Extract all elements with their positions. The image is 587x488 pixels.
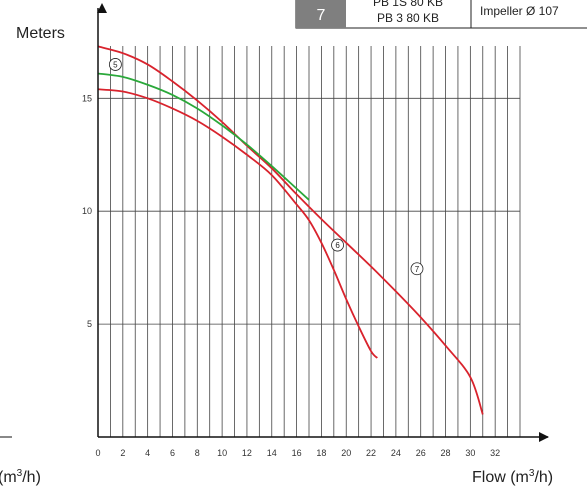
x-tick-label: 8	[195, 448, 200, 458]
y-tick-label: 10	[82, 206, 92, 216]
x-tick-label: 22	[366, 448, 376, 458]
left-flow-label-sup: 3	[17, 468, 23, 479]
curve-labels: 5 6 7	[108, 58, 424, 276]
x-tick-label: 24	[391, 448, 401, 458]
x-tick-label: 18	[316, 448, 326, 458]
x-tick-label: 32	[490, 448, 500, 458]
curve-label-circle	[331, 238, 344, 252]
x-axis-label: Flow (m3/h)	[472, 468, 553, 486]
x-tick-label: 0	[95, 448, 100, 458]
x-tick-label: 2	[120, 448, 125, 458]
curves	[97, 45, 484, 415]
curve-label-text: 6	[335, 241, 340, 250]
y-axis-label: Meters	[16, 25, 65, 42]
legend-impeller: Impeller Ø 107	[480, 4, 559, 18]
grid-lines	[98, 46, 521, 437]
x-tick-label: 10	[217, 448, 227, 458]
curve-label-7: 7	[410, 262, 424, 276]
x-tick-label: 4	[145, 448, 150, 458]
left-flow-label: (m3/h)	[0, 468, 41, 486]
x-tick-label: 16	[292, 448, 302, 458]
curve-label-6: 6	[331, 238, 344, 252]
x-tick-label: 20	[341, 448, 351, 458]
x-axis-label-sup: 3	[529, 468, 535, 479]
y-tick-label: 5	[87, 319, 92, 329]
x-tick-label: 26	[416, 448, 426, 458]
legend-model-1: PB 1S 80 KB	[373, 0, 443, 9]
x-axis-label-prefix: Flow (m	[472, 469, 529, 486]
x-tick-labels: 0 2 4 6 8 10 12 14 16 18 20 22 24 26 28 30 32	[95, 448, 500, 458]
curve-6	[97, 88, 378, 359]
legend: 7 PB 1S 80 KB PB 3 80 KB Impeller Ø 107	[295, 0, 587, 29]
legend-number-box	[296, 0, 346, 28]
curve-label-text: 5	[113, 60, 118, 69]
curve-label-text: 7	[415, 265, 420, 274]
y-tick-label: 15	[82, 93, 92, 103]
curve-label-5: 5	[108, 58, 122, 71]
x-tick-label: 30	[465, 448, 475, 458]
curve-7	[97, 45, 484, 415]
x-tick-label: 28	[441, 448, 451, 458]
x-tick-label: 12	[242, 448, 252, 458]
curve-label-circle	[108, 58, 122, 71]
x-tick-label: 14	[267, 448, 277, 458]
curve-5	[97, 72, 310, 201]
y-tick-labels: 5 10 15	[82, 93, 92, 329]
curve-label-circle	[410, 262, 424, 276]
left-flow-label-suffix: /h)	[22, 469, 41, 486]
x-tick-label: 6	[170, 448, 175, 458]
x-axis-label-suffix: /h)	[534, 469, 553, 486]
legend-number: 7	[317, 7, 326, 24]
left-flow-label-prefix: (m	[0, 469, 17, 486]
legend-model-2: PB 3 80 KB	[377, 11, 439, 25]
